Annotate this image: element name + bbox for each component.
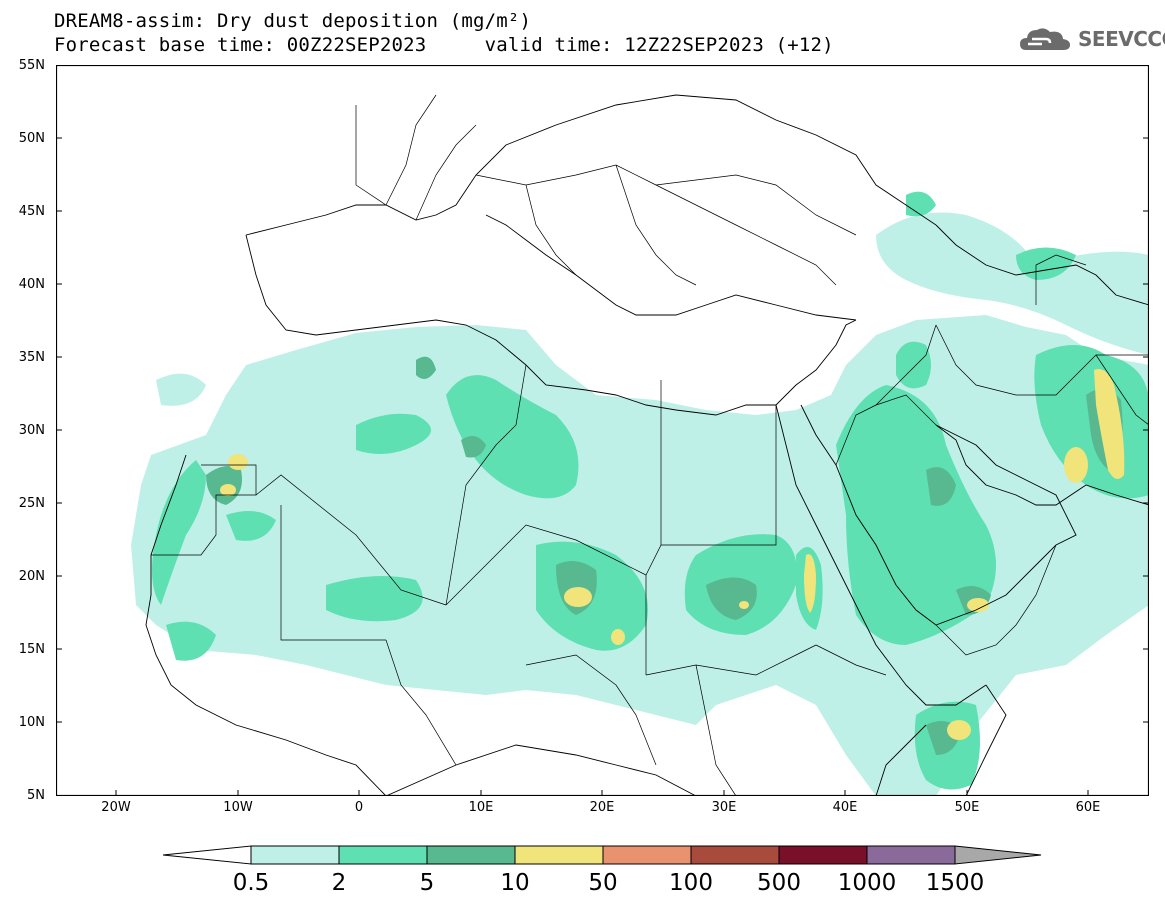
- lat-label-55n: 55N: [18, 58, 45, 73]
- lat-label-10n: 10N: [18, 715, 45, 730]
- lon-label-10e: 10E: [468, 800, 494, 815]
- colorbar-label-0-5: 0.5: [232, 870, 270, 896]
- dust-level-10: [220, 369, 1125, 740]
- lat-label-5n: 5N: [27, 788, 45, 803]
- colorbar-swatch-10: [514, 845, 604, 865]
- colorbar-swatch-500: [778, 845, 868, 865]
- colorbar-label-1000: 1000: [837, 870, 897, 896]
- map-title: DREAM8-assim: Dry dust deposition (mg/m²…: [54, 10, 532, 32]
- lon-label-50e: 50E: [954, 800, 980, 815]
- colorbar-label-5: 5: [419, 870, 435, 896]
- lat-label-25n: 25N: [18, 496, 45, 511]
- colorbar-under-arrow: [163, 845, 252, 865]
- lat-label-45n: 45N: [18, 204, 45, 219]
- lat-label-20n: 20N: [18, 569, 45, 584]
- lat-label-35n: 35N: [18, 350, 45, 365]
- colorbar-swatch-100: [690, 845, 780, 865]
- colorbar-swatch-5: [426, 845, 516, 865]
- lat-label-30n: 30N: [18, 423, 45, 438]
- lat-label-50n: 50N: [18, 131, 45, 146]
- colorbar: [163, 845, 1042, 865]
- country-borders: [151, 94, 1149, 796]
- cloud-icon: [1020, 28, 1070, 50]
- colorbar-swatch-0-5: [250, 845, 340, 865]
- colorbar-over-arrow: [954, 845, 1042, 865]
- lat-label-15n: 15N: [18, 642, 45, 657]
- lon-label-20e: 20E: [589, 800, 615, 815]
- colorbar-label-2: 2: [331, 870, 347, 896]
- lon-label-30e: 30E: [711, 800, 737, 815]
- colorbar-label-500: 500: [757, 870, 801, 896]
- axis-ticks: [56, 65, 1149, 796]
- colorbar-label-1500: 1500: [925, 870, 985, 896]
- colorbar-label-50: 50: [588, 870, 618, 896]
- coastlines: [145, 94, 1149, 796]
- seevccc-logo: SEEVCCC: [1018, 24, 1165, 54]
- lon-label-60e: 60E: [1075, 800, 1101, 815]
- lon-label-0: 0: [354, 800, 364, 815]
- lon-label-40e: 40E: [832, 800, 858, 815]
- logo-text: SEEVCCC: [1078, 27, 1165, 51]
- colorbar-swatch-50: [602, 845, 692, 865]
- colorbar-label-100: 100: [669, 870, 713, 896]
- colorbar-label-10: 10: [500, 870, 530, 896]
- colorbar-swatch-2: [338, 845, 428, 865]
- forecast-time-line: Forecast base time: 00Z22SEP2023 valid t…: [54, 34, 834, 56]
- lon-label-20w: 20W: [101, 800, 131, 815]
- lon-label-10w: 10W: [223, 800, 253, 815]
- colorbar-swatch-1000: [866, 845, 956, 865]
- dust-deposition-map: [56, 65, 1149, 796]
- lat-label-40n: 40N: [18, 277, 45, 292]
